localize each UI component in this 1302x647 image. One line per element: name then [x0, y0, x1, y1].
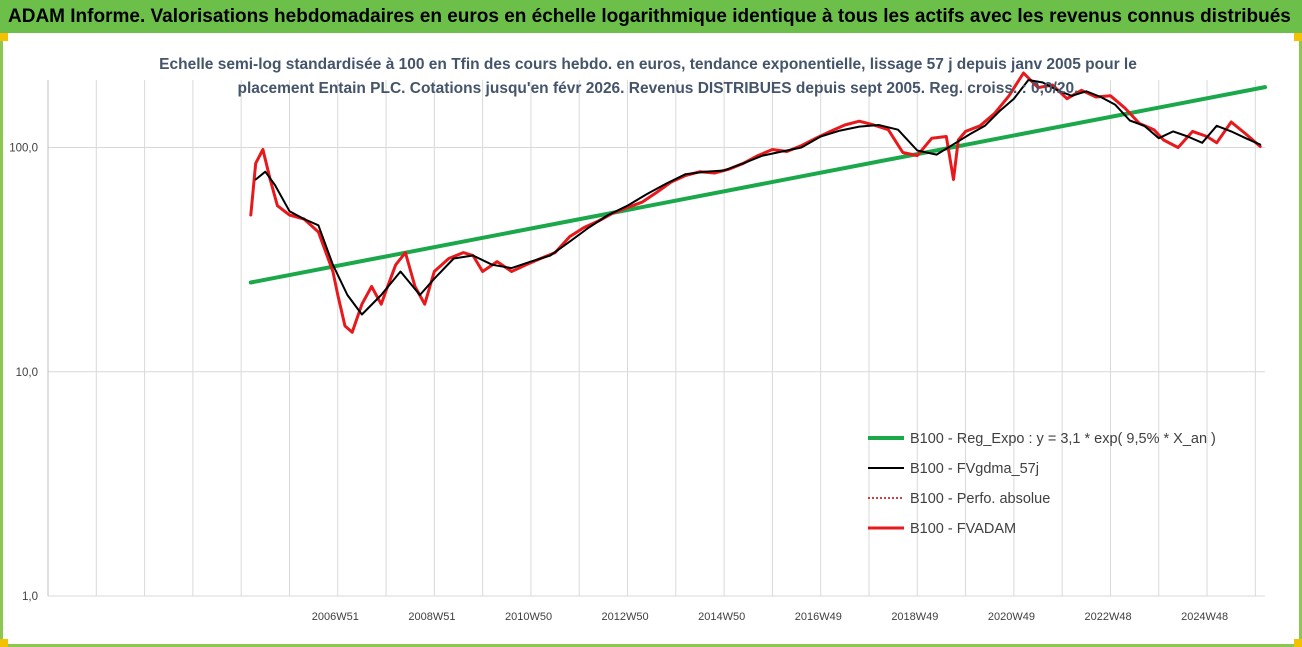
y-tick-label: 100,0 — [9, 143, 38, 155]
x-tick-label: 2006W51 — [312, 611, 359, 623]
y-tick-label: 1,0 — [22, 591, 38, 603]
chart-subtitle-line-2: placement Entain PLC. Cotations jusqu'en… — [238, 80, 1079, 97]
x-tick-label: 2010W50 — [505, 611, 552, 623]
x-tick-label: 2008W51 — [408, 611, 455, 623]
legend-label-fvadam: B100 - FVADAM — [910, 521, 1016, 537]
series-line-fvadam — [249, 71, 1262, 334]
legend-label-fvgdma: B100 - FVgdma_57j — [910, 461, 1039, 477]
legend: B100 - Reg_Expo : y = 3,1 * exp( 9,5% * … — [868, 431, 1216, 537]
series-line-reg — [248, 85, 1267, 285]
legend-label-perfo: B100 - Perfo. absolue — [910, 491, 1050, 507]
x-tick-label: 2012W50 — [602, 611, 649, 623]
x-tick-label: 2024W48 — [1181, 611, 1228, 623]
corner-marker — [1294, 639, 1302, 647]
x-tick-label: 2016W49 — [795, 611, 842, 623]
x-tick-label: 2014W50 — [698, 611, 745, 623]
y-tick-label: 10,0 — [16, 367, 38, 379]
corner-marker — [0, 33, 8, 41]
x-tick-label: 2018W49 — [891, 611, 938, 623]
chart-subtitle-line-1: Echelle semi-log standardisée à 100 en T… — [159, 56, 1137, 73]
chart-title: ADAM Informe. Valorisations hebdomadaire… — [8, 6, 1291, 27]
chart-title-banner: ADAM Informe. Valorisations hebdomadaire… — [0, 0, 1302, 33]
corner-marker — [0, 639, 8, 647]
plot-area — [248, 71, 1267, 334]
x-tick-label: 2020W49 — [988, 611, 1035, 623]
axes: 1,0 10,0 100,0 2006W51 2008W51 2010W50 2012W50… — [9, 80, 1228, 623]
series-line-fvgdma — [254, 79, 1262, 316]
x-tick-label: 2022W48 — [1084, 611, 1131, 623]
chart-frame — [0, 33, 1302, 647]
legend-label-reg: B100 - Reg_Expo : y = 3,1 * exp( 9,5% * … — [910, 431, 1216, 447]
grid — [47, 80, 1265, 597]
corner-marker — [1294, 33, 1302, 41]
